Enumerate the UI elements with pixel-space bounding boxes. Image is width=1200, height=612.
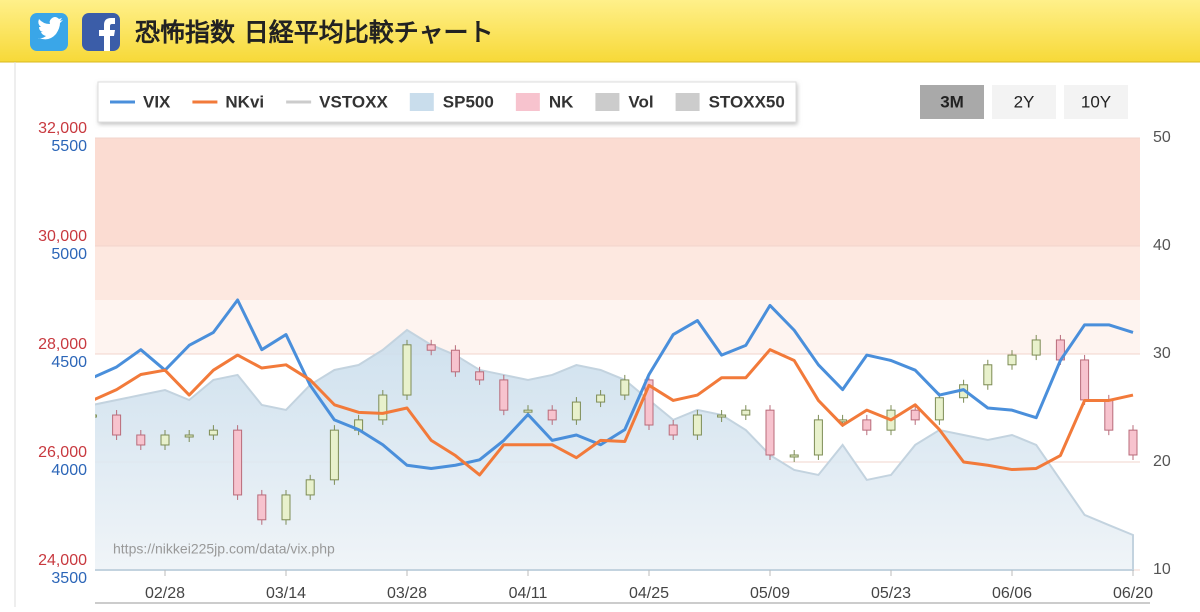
candle: [547, 409, 557, 421]
candle: [499, 379, 509, 411]
y-right-tick-label: 30: [1153, 345, 1171, 362]
candle: [1031, 339, 1041, 356]
twitter-icon[interactable]: [30, 13, 68, 51]
candle: [184, 434, 194, 438]
candle: [910, 409, 920, 421]
legend-label[interactable]: Vol: [628, 92, 653, 111]
candle: [402, 344, 412, 396]
candle: [717, 414, 727, 418]
x-tick-label: 05/23: [871, 585, 911, 602]
x-tick-label: 06/06: [992, 585, 1032, 602]
candle: [668, 424, 678, 436]
y-right-tick-label: 20: [1153, 453, 1171, 470]
y-left-sp-tick-label: 3500: [51, 570, 87, 587]
risk-band: [95, 246, 1140, 300]
x-tick-label: 03/28: [387, 585, 427, 602]
axes: 10 20 30 40 50 24,000 26,000 28,000 30,000 32,000…: [38, 120, 1171, 602]
range-button[interactable]: [1064, 85, 1128, 119]
candle: [233, 429, 243, 496]
candle: [160, 434, 170, 446]
y-left-nk-tick-label: 26,000: [38, 444, 87, 461]
header-bar: [0, 0, 1200, 62]
y-right-tick-label: 10: [1153, 561, 1171, 578]
candle: [208, 429, 218, 436]
candle: [644, 379, 654, 426]
candle: [1128, 429, 1138, 456]
legend-label[interactable]: VSTOXX: [319, 92, 388, 111]
candle: [112, 414, 122, 436]
candle: [136, 434, 146, 446]
candle: [1007, 354, 1017, 366]
candle: [934, 397, 944, 421]
legend-label[interactable]: VIX: [143, 92, 171, 111]
legend-label[interactable]: NKvi: [225, 92, 264, 111]
legend-label[interactable]: NK: [549, 92, 574, 111]
risk-band: [95, 138, 1140, 246]
candle: [983, 364, 993, 386]
legend-swatch: [595, 93, 620, 111]
candle: [1104, 399, 1114, 431]
candle: [1080, 359, 1090, 401]
plot-area: [95, 137, 1140, 571]
candle: [378, 394, 388, 421]
candle: [765, 409, 775, 456]
legend-swatch: [675, 93, 700, 111]
candle: [95, 414, 97, 418]
y-left-sp-tick-label: 4500: [51, 354, 87, 371]
legend: VIX NKvi VSTOXX SP500 NK Vol STOXX50: [110, 92, 785, 111]
candle: [523, 409, 533, 413]
sp500-area: [95, 328, 1134, 571]
candle: [862, 419, 872, 431]
candle: [620, 379, 630, 396]
x-tick-label: 03/14: [266, 585, 306, 602]
y-left-nk-tick-label: 28,000: [38, 336, 87, 353]
legend-label[interactable]: SP500: [443, 92, 494, 111]
candle: [257, 494, 267, 521]
y-left-sp-tick-label: 5000: [51, 246, 87, 263]
candle: [281, 494, 291, 521]
x-tick-label: 05/09: [750, 585, 790, 602]
y-left-nk-tick-label: 30,000: [38, 228, 87, 245]
candle: [305, 479, 315, 496]
range-button[interactable]: [992, 85, 1056, 119]
candle: [426, 344, 436, 351]
candle: [571, 401, 581, 421]
x-tick-label: 04/11: [509, 585, 548, 602]
y-left-nk-tick-label: 32,000: [38, 120, 87, 137]
candle: [741, 409, 751, 416]
y-left-sp-tick-label: 4000: [51, 462, 87, 479]
range-button-label[interactable]: 3M: [940, 92, 964, 111]
facebook-icon[interactable]: [82, 13, 120, 51]
candle: [596, 394, 606, 403]
range-button-label[interactable]: 2Y: [1014, 92, 1035, 111]
legend-swatch: [515, 93, 540, 111]
x-tick-label: 02/28: [145, 585, 185, 602]
candle: [789, 454, 799, 458]
y-right-tick-label: 50: [1153, 129, 1171, 146]
range-button-label[interactable]: 10Y: [1081, 92, 1111, 111]
line-vix: [95, 298, 1134, 470]
x-tick-label: 04/25: [629, 585, 669, 602]
candle: [450, 349, 460, 373]
y-left-nk-tick-label: 24,000: [38, 552, 87, 569]
candle: [329, 429, 339, 481]
watermark: https://nikkei225jp.com/data/vix.php: [113, 541, 335, 557]
range-button[interactable]: [920, 85, 984, 119]
candle: [813, 419, 823, 456]
candle: [475, 371, 485, 381]
y-right-tick-label: 40: [1153, 237, 1171, 254]
legend-swatch: [409, 93, 434, 111]
page-title: 恐怖指数 日経平均比較チャート: [135, 18, 493, 47]
candle: [692, 414, 702, 436]
y-left-sp-tick-label: 5500: [51, 138, 87, 155]
legend-label[interactable]: STOXX50: [709, 92, 785, 111]
line-nkvi: [95, 348, 1134, 477]
range-buttons: 3M 2Y 10Y: [920, 85, 1128, 119]
x-tick-label: 06/20: [1113, 585, 1153, 602]
